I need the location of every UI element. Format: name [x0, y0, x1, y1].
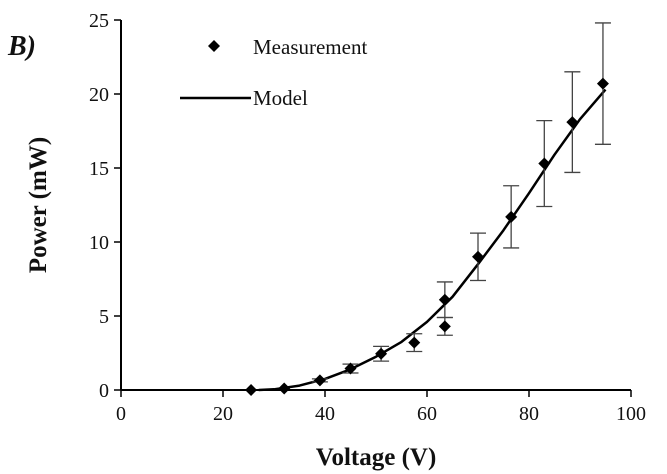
model-line — [258, 88, 607, 392]
y-tick-label: 25 — [89, 10, 109, 32]
y-tick-label: 20 — [89, 84, 109, 106]
x-tick-label: 0 — [116, 403, 126, 425]
measurement-point — [375, 347, 388, 360]
measurement-point — [538, 157, 551, 170]
measurement-point — [344, 362, 357, 375]
axis-ticks: 0 20 40 60 80 100 0 5 10 15 20 25 — [89, 10, 646, 425]
model-series — [258, 88, 607, 392]
legend-label-measurement: Measurement — [253, 35, 367, 59]
y-tick-label: 0 — [99, 380, 109, 402]
y-tick-label: 10 — [89, 232, 109, 254]
y-tick-label: 15 — [89, 158, 109, 180]
measurement-point — [505, 210, 518, 223]
x-tick-label: 60 — [417, 403, 437, 425]
x-tick-label: 40 — [315, 403, 335, 425]
measurement-point — [408, 336, 421, 349]
measurement-point — [245, 384, 258, 396]
measurement-point — [596, 77, 609, 90]
measurement-point — [566, 116, 579, 129]
measurement-series — [245, 77, 609, 396]
measurement-point — [278, 382, 291, 395]
y-tick-label: 5 — [99, 306, 109, 328]
measurement-point — [438, 293, 451, 306]
x-tick-label: 100 — [616, 403, 646, 425]
x-tick-label: 20 — [213, 403, 233, 425]
x-tick-label: 80 — [519, 403, 539, 425]
measurement-point — [472, 250, 484, 263]
x-axis-title: Voltage (V) — [316, 444, 437, 471]
measurement-point — [313, 374, 326, 387]
y-axis-title: Power (mW) — [25, 137, 52, 273]
legend-diamond-marker — [208, 40, 220, 52]
error-bars — [311, 22, 611, 383]
legend: Measurement Model — [180, 35, 367, 110]
panel-label: B) — [7, 31, 36, 62]
axes — [120, 20, 631, 391]
measurement-point — [438, 320, 451, 333]
legend-label-model: Model — [253, 86, 308, 110]
